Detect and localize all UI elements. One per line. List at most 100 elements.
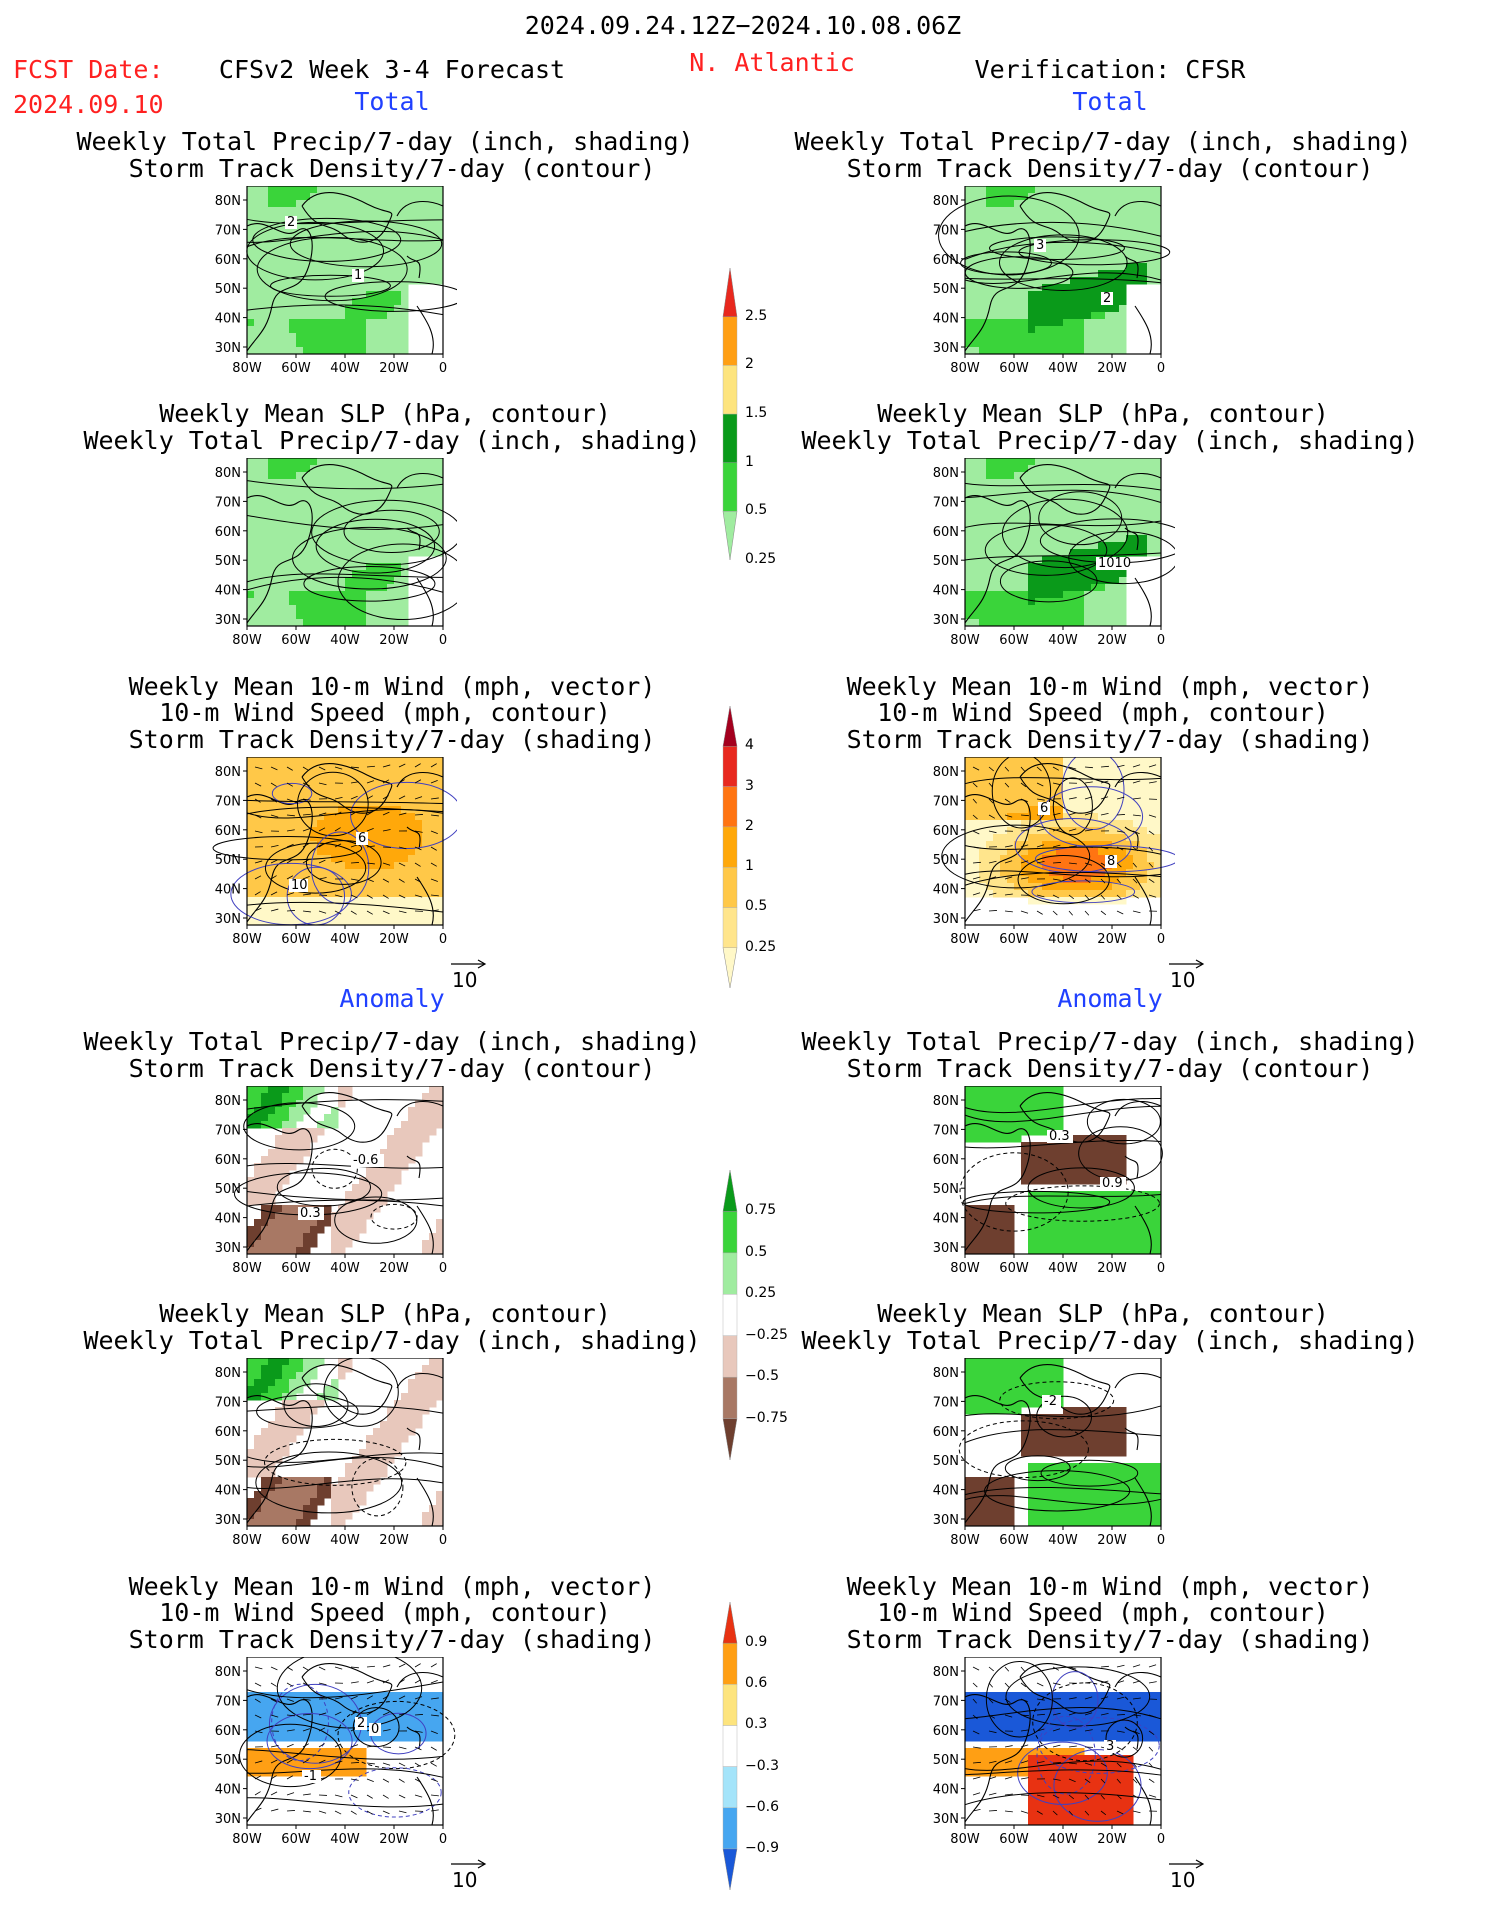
lon-tick-label: 80W (232, 1533, 262, 1548)
colorbar-swatch (722, 907, 738, 948)
colorbar-label: 0.25 (745, 1285, 777, 1302)
lat-tick-label: 70N (215, 495, 241, 510)
ref-arrow-icon (451, 1859, 487, 1869)
map-plot: 3 2 80N 70N 60N 50N 40N 30N 80W 60W 40W 20W 0 (933, 186, 1171, 376)
title-anom-verif-wind-2: 10-m Wind Speed (mph, contour) (877, 1598, 1329, 1627)
lon-tick-label: 0 (439, 361, 447, 376)
colorbar-swatch (722, 866, 738, 908)
lat-tick-label: 50N (215, 1182, 241, 1197)
colorbar-swatch (722, 1294, 738, 1336)
map-plot: 80N 70N 60N 50N 40N 30N 80W 60W 40W 20W 0 (215, 458, 457, 648)
lat-tick-label: 70N (933, 223, 959, 238)
lat-tick-label: 80N (933, 765, 959, 780)
lat-tick-label: 60N (215, 1153, 241, 1168)
section-total-left: Total (354, 87, 430, 116)
lon-tick-label: 40W (330, 1832, 360, 1847)
lat-tick-label: 30N (215, 1513, 241, 1528)
title-forecast-slp-2: Weekly Total Precip/7-day (inch, shading… (83, 426, 701, 455)
map-panel: 2 -1 0 80N 70N 60N 50N 40N 30N 80W 60W 40W 20W 0 (203, 1657, 457, 1851)
colorbar-storm-anom (719, 1601, 741, 1898)
lat-tick-label: 40N (933, 1212, 959, 1227)
lon-tick-label: 40W (330, 361, 360, 376)
lon-tick-label: 20W (379, 1832, 409, 1847)
colorbar-label: 0.9 (745, 1634, 768, 1651)
colorbar-svg (722, 1169, 738, 1461)
colorbar-swatch (722, 1169, 738, 1212)
title-forecast-precip-2: Storm Track Density/7-day (contour) (128, 154, 656, 183)
colorbar-swatch (722, 1335, 738, 1378)
colorbar-label: 1.5 (745, 405, 768, 421)
lat-tick-label: 40N (215, 1212, 241, 1227)
lat-tick-label: 40N (933, 584, 959, 599)
lon-tick-label: 80W (950, 1533, 980, 1548)
ref-arrow-icon (451, 959, 487, 969)
colorbar-label: 2 (745, 356, 754, 373)
lon-tick-label: 60W (999, 633, 1029, 648)
lon-tick-label: 20W (1097, 361, 1127, 376)
lat-tick-label: 30N (933, 912, 959, 927)
map-panel: 2 1 80N 70N 60N 50N 40N 30N 80W 60W 40W 20W 0 (203, 186, 457, 380)
lon-tick-label: 40W (330, 1533, 360, 1548)
map-panel: 80N 70N 60N 50N 40N 30N 80W 60W 40W 20W 0 (203, 458, 457, 652)
colorbar-swatch (722, 1376, 738, 1419)
colorbar-swatch (722, 1807, 738, 1850)
title-anom-forecast-wind-2: 10-m Wind Speed (mph, contour) (159, 1598, 611, 1627)
lat-tick-label: 70N (933, 1694, 959, 1709)
vector-ref-value: 10 (452, 1868, 478, 1892)
vector-ref-verif-anom: 10 (1169, 1859, 1205, 1892)
lat-tick-label: 80N (933, 466, 959, 481)
map-plot: -0.6 0.3 80N 70N 60N 50N 40N 30N 80W 60W 40W 20W 0 (215, 1086, 447, 1276)
lat-tick-label: 50N (933, 282, 959, 297)
contour-label: 0.3 (300, 1206, 321, 1221)
lat-tick-label: 50N (933, 554, 959, 569)
lat-tick-label: 80N (933, 1366, 959, 1381)
lon-tick-label: 20W (1097, 633, 1127, 648)
lon-tick-label: 20W (379, 633, 409, 648)
lon-tick-label: 20W (379, 1533, 409, 1548)
lat-tick-label: 80N (215, 194, 241, 209)
vector-ref-value: 10 (1170, 968, 1196, 992)
lon-tick-label: 40W (1048, 1533, 1078, 1548)
title-anom-forecast-precip-1: Weekly Total Precip/7-day (inch, shading… (83, 1027, 701, 1056)
colorbar-label: 0.25 (745, 551, 777, 567)
colorbar-swatch (722, 1601, 738, 1644)
title-anom-forecast-wind-1: Weekly Mean 10-m Wind (mph, vector) (128, 1572, 656, 1601)
lon-tick-label: 20W (1097, 1533, 1127, 1548)
lon-tick-label: 20W (1097, 932, 1127, 947)
lon-tick-label: 60W (281, 932, 311, 947)
region-title: N. Atlantic (689, 48, 855, 77)
section-total-right: Total (1072, 87, 1148, 116)
lat-tick-label: 80N (215, 1366, 241, 1381)
vector-ref-forecast-anom: 10 (451, 1859, 487, 1892)
colorbar-label: 0.5 (745, 1243, 768, 1260)
title-verif-wind-3: Storm Track Density/7-day (shading) (846, 725, 1374, 754)
title-forecast-wind-1: Weekly Mean 10-m Wind (mph, vector) (128, 672, 656, 701)
title-anom-verif-wind-3: Storm Track Density/7-day (shading) (846, 1625, 1374, 1654)
lat-tick-label: 50N (933, 1753, 959, 1768)
lon-tick-label: 0 (1157, 932, 1165, 947)
colorbar-label: 2.5 (745, 307, 768, 324)
lat-tick-label: 60N (933, 1153, 959, 1168)
colorbar-label: 3 (745, 777, 754, 794)
lon-tick-label: 0 (1157, 1533, 1165, 1548)
colorbar-swatch (722, 947, 738, 989)
lat-tick-label: 50N (215, 1753, 241, 1768)
lat-tick-label: 80N (215, 466, 241, 481)
title-anom-verif-slp-1: Weekly Mean SLP (hPa, contour) (877, 1299, 1329, 1328)
map-plot: 0.9 0.3 80N 70N 60N 50N 40N 30N 80W 60W 40W 20W 0 (933, 1086, 1165, 1276)
lon-tick-label: 60W (281, 633, 311, 648)
lat-tick-label: 50N (933, 853, 959, 868)
colorbar-swatch (722, 786, 738, 828)
lon-tick-label: 0 (439, 1832, 447, 1847)
lat-tick-label: 50N (215, 1454, 241, 1469)
lat-tick-label: 30N (933, 1513, 959, 1528)
lon-tick-label: 20W (379, 361, 409, 376)
title-anom-forecast-slp-1: Weekly Mean SLP (hPa, contour) (159, 1299, 611, 1328)
lat-tick-label: 60N (215, 1724, 241, 1739)
lat-tick-label: 80N (215, 1665, 241, 1680)
lat-tick-label: 50N (215, 282, 241, 297)
colorbar-swatch (722, 511, 738, 561)
lat-tick-label: 60N (933, 525, 959, 540)
lat-tick-label: 70N (933, 1395, 959, 1410)
colorbar-swatch (722, 826, 738, 868)
